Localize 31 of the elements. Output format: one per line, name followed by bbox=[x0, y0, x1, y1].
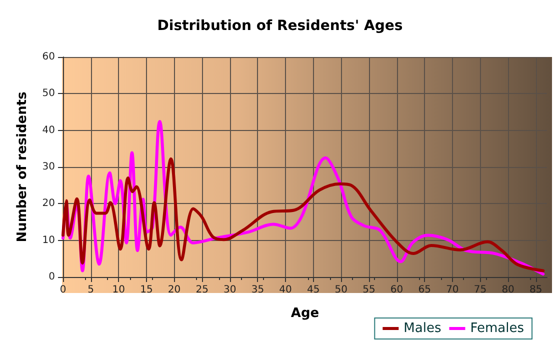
x-tick-label: 60 bbox=[390, 284, 404, 296]
legend-label: Males bbox=[404, 321, 442, 336]
x-tick-label: 50 bbox=[334, 284, 348, 296]
y-tick-label: 60 bbox=[42, 52, 55, 62]
x-tick-label: 30 bbox=[224, 284, 236, 296]
y-tick-label: 40 bbox=[42, 124, 55, 136]
x-tick-label: 85 bbox=[530, 284, 542, 296]
x-tick-label: 20 bbox=[168, 284, 181, 296]
x-tick-label: 55 bbox=[362, 284, 376, 296]
line-series bbox=[62, 157, 545, 272]
x-tick-label: 80 bbox=[502, 284, 514, 296]
x-tick-label: 0 bbox=[60, 284, 66, 296]
x-tick-label: 70 bbox=[446, 284, 459, 296]
x-tick-label: 5 bbox=[88, 284, 94, 296]
x-axis-title: Age bbox=[290, 306, 320, 321]
y-tick-label: 0 bbox=[48, 272, 55, 282]
y-axis-title: Number of residents bbox=[15, 91, 30, 242]
legend-label: Females bbox=[470, 321, 524, 336]
x-tick-label: 65 bbox=[418, 284, 431, 296]
y-tick-label: 30 bbox=[42, 162, 55, 172]
x-tick-label: 35 bbox=[251, 284, 264, 296]
y-tick-label: 20 bbox=[42, 198, 55, 210]
x-tick-label: 25 bbox=[196, 284, 208, 296]
x-tick-label: 45 bbox=[306, 284, 320, 296]
x-tick-label: 15 bbox=[140, 284, 153, 296]
chart-title: Distribution of Residents' Ages bbox=[157, 18, 403, 34]
y-tick-label: 50 bbox=[42, 88, 55, 100]
x-tick-label: 40 bbox=[279, 284, 292, 296]
y-tick-label: 10 bbox=[42, 234, 55, 246]
x-tick-label: 75 bbox=[474, 284, 487, 296]
x-tick-label: 10 bbox=[112, 284, 125, 296]
